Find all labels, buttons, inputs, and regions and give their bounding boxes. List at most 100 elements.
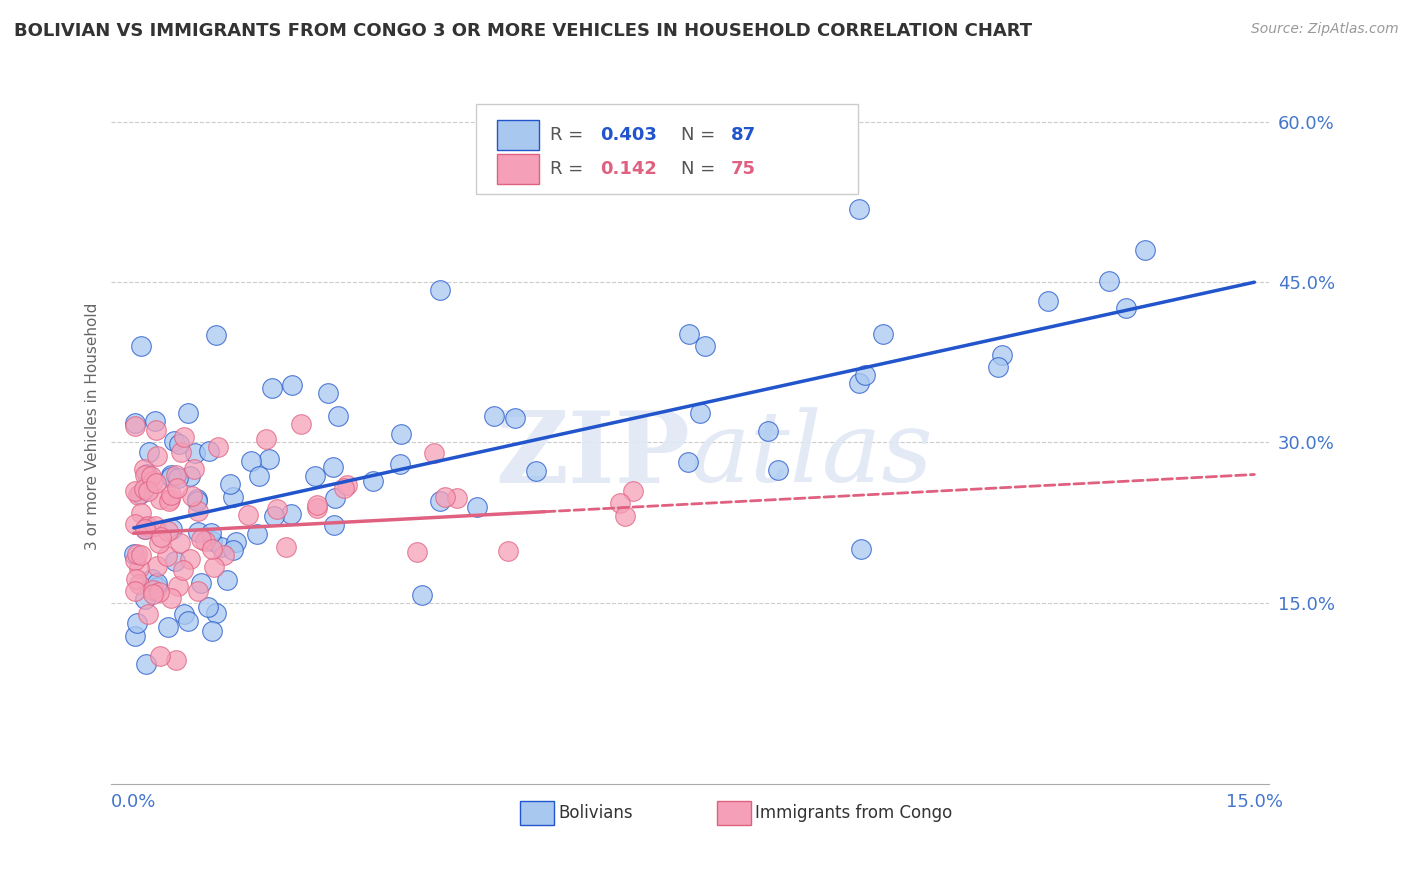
Point	[124, 547, 146, 561]
Point	[201, 624, 224, 639]
Text: Immigrants from Congo: Immigrants from Congo	[755, 804, 952, 822]
Point	[201, 534, 224, 549]
Point	[411, 588, 433, 602]
Point	[266, 501, 288, 516]
Point	[429, 284, 451, 298]
Point	[194, 533, 217, 548]
Point	[305, 501, 328, 516]
Point	[987, 360, 1010, 375]
Point	[148, 584, 170, 599]
Point	[429, 494, 451, 508]
Point	[304, 468, 326, 483]
Point	[142, 586, 165, 600]
Text: atlas: atlas	[690, 408, 934, 503]
Point	[406, 545, 429, 559]
Point	[222, 490, 245, 504]
FancyBboxPatch shape	[496, 153, 538, 184]
Point	[205, 328, 228, 343]
Point	[172, 563, 194, 577]
Point	[260, 381, 283, 395]
Text: N =: N =	[681, 126, 721, 145]
Point	[160, 488, 183, 502]
Point	[124, 584, 146, 599]
Text: R =: R =	[550, 126, 589, 145]
Point	[247, 469, 270, 483]
Point	[142, 475, 165, 489]
Point	[689, 407, 711, 421]
Point	[316, 386, 339, 401]
Point	[190, 576, 212, 591]
Point	[263, 508, 285, 523]
Point	[503, 411, 526, 425]
Point	[125, 616, 148, 631]
Point	[124, 629, 146, 643]
Text: 75: 75	[731, 160, 756, 178]
Point	[173, 430, 195, 444]
Point	[332, 482, 354, 496]
Point	[212, 548, 235, 562]
Point	[186, 584, 208, 599]
Point	[163, 434, 186, 448]
Point	[388, 458, 411, 472]
Point	[136, 483, 159, 498]
Point	[177, 614, 200, 628]
Point	[124, 416, 146, 430]
Point	[160, 591, 183, 605]
Point	[136, 607, 159, 621]
Point	[142, 582, 165, 597]
Point	[124, 419, 146, 434]
Point	[766, 463, 789, 477]
Point	[482, 409, 505, 423]
Point	[170, 445, 193, 459]
Point	[179, 468, 201, 483]
Point	[139, 469, 162, 483]
Point	[134, 522, 156, 536]
Point	[149, 648, 172, 663]
Point	[676, 455, 699, 469]
FancyBboxPatch shape	[496, 120, 538, 150]
Point	[146, 576, 169, 591]
Text: BOLIVIAN VS IMMIGRANTS FROM CONGO 3 OR MORE VEHICLES IN HOUSEHOLD CORRELATION CH: BOLIVIAN VS IMMIGRANTS FROM CONGO 3 OR M…	[14, 22, 1032, 40]
Point	[146, 449, 169, 463]
Point	[336, 478, 359, 492]
Point	[160, 522, 183, 536]
Point	[165, 653, 187, 667]
Point	[184, 446, 207, 460]
Point	[136, 518, 159, 533]
Point	[613, 509, 636, 524]
Point	[246, 526, 269, 541]
Point	[524, 464, 547, 478]
Point	[135, 519, 157, 533]
Point	[1036, 293, 1059, 308]
Point	[186, 494, 208, 508]
Point	[205, 606, 228, 620]
Point	[159, 491, 181, 506]
Point	[198, 444, 221, 458]
FancyBboxPatch shape	[520, 801, 554, 825]
Point	[124, 517, 146, 532]
Point	[693, 339, 716, 353]
Point	[209, 540, 232, 554]
Point	[181, 489, 204, 503]
Y-axis label: 3 or more Vehicles in Household: 3 or more Vehicles in Household	[86, 302, 100, 550]
Point	[131, 506, 153, 520]
Point	[173, 607, 195, 621]
Point	[496, 544, 519, 558]
Point	[169, 536, 191, 550]
Text: Source: ZipAtlas.com: Source: ZipAtlas.com	[1251, 22, 1399, 37]
Point	[756, 424, 779, 438]
Point	[465, 500, 488, 514]
Point	[128, 487, 150, 501]
Point	[124, 484, 146, 499]
Point	[187, 503, 209, 517]
Point	[609, 496, 631, 510]
Point	[254, 432, 277, 446]
Point	[290, 417, 312, 432]
Point	[848, 202, 870, 217]
Point	[325, 491, 347, 505]
Point	[280, 507, 302, 521]
Point	[127, 488, 149, 502]
Point	[149, 491, 172, 506]
Point	[135, 657, 157, 672]
Point	[128, 577, 150, 591]
